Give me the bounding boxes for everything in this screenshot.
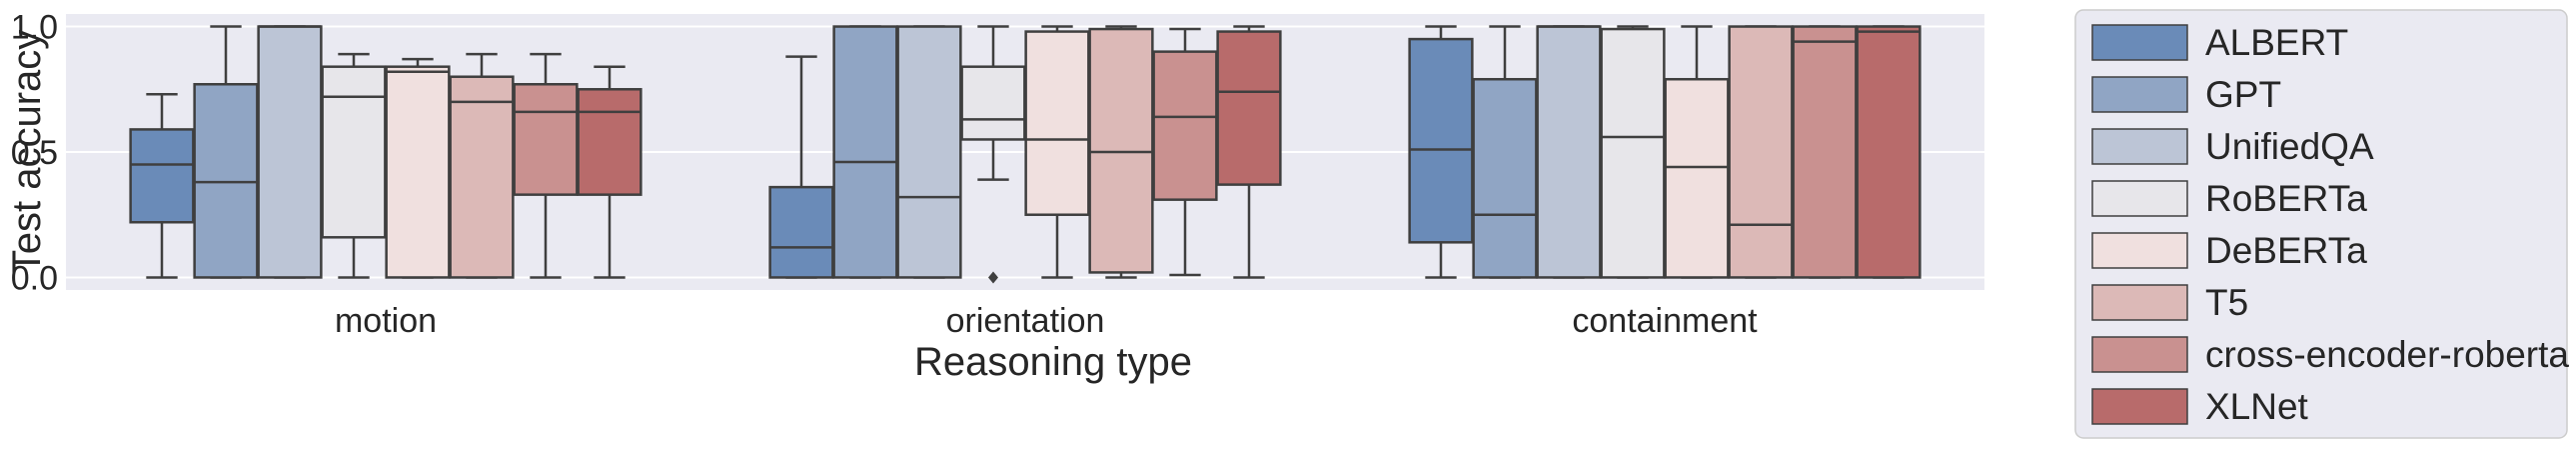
y-tick-label: 0.0: [11, 259, 58, 297]
y-tick-label: 0.5: [11, 134, 58, 172]
box-GPT: [832, 25, 898, 279]
box-DeBERTa: [1024, 30, 1090, 216]
box-T5: [1088, 27, 1154, 274]
box-cross-encoder-roberta: [513, 83, 579, 196]
box-T5: [1728, 25, 1794, 279]
y-axis-label: Test accuracy: [5, 30, 49, 275]
box-GPT: [193, 83, 259, 279]
box-DeBERTa: [1664, 77, 1730, 279]
legend-label: XLNet: [2205, 386, 2309, 427]
box-ALBERT: [768, 185, 834, 279]
box-GPT: [1472, 77, 1538, 279]
legend-label: T5: [2205, 282, 2248, 323]
box-T5: [449, 75, 515, 279]
box-ALBERT: [129, 128, 195, 224]
legend-swatch: [2091, 76, 2188, 113]
legend-label: cross-encoder-roberta: [2205, 334, 2569, 375]
legend-label: ALBERT: [2205, 22, 2348, 63]
box-RoBERTa: [960, 65, 1026, 141]
x-tick-label: motion: [335, 302, 437, 340]
legend-label: RoBERTa: [2205, 178, 2367, 219]
y-tick-labels: 0.0 0.5 1.0: [11, 9, 58, 298]
legend-swatch: [2091, 336, 2188, 373]
legend-swatch: [2091, 232, 2188, 269]
legend-label: UnifiedQA: [2205, 126, 2374, 167]
box-XLNet: [1856, 25, 1922, 279]
box-UnifiedQA: [1536, 25, 1602, 279]
y-tick-label: 1.0: [11, 9, 58, 47]
box-UnifiedQA: [896, 25, 962, 279]
box-ALBERT: [1408, 37, 1474, 244]
x-tick-labels: motion orientation containment: [335, 302, 1758, 340]
legend-swatch: [2091, 284, 2188, 321]
box-RoBERTa: [321, 65, 387, 239]
boxes: [129, 25, 1922, 279]
box-RoBERTa: [1600, 27, 1666, 279]
legend-label: GPT: [2205, 74, 2281, 115]
box-UnifiedQA: [257, 25, 323, 279]
outliers: [988, 271, 998, 284]
legend-swatch: [2091, 388, 2188, 425]
legend-label: DeBERTa: [2205, 230, 2367, 271]
box-DeBERTa: [385, 65, 451, 279]
x-tick-label: orientation: [946, 302, 1105, 340]
legend-swatch: [2091, 180, 2188, 217]
legend-swatch: [2091, 24, 2188, 61]
legend: ALBERT GPT UnifiedQA RoBERTa DeBERTa T5 cross-…: [2074, 9, 2569, 439]
legend-swatch: [2091, 128, 2188, 165]
x-axis-label: Reasoning type: [914, 340, 1192, 384]
box-cross-encoder-roberta: [1152, 50, 1218, 201]
box-XLNet: [577, 88, 643, 196]
box-cross-encoder-roberta: [1792, 25, 1858, 279]
x-tick-label: containment: [1572, 302, 1758, 340]
legend-frame: [2074, 9, 2568, 439]
box-XLNet: [1216, 30, 1282, 186]
outlier-point: [988, 271, 998, 284]
